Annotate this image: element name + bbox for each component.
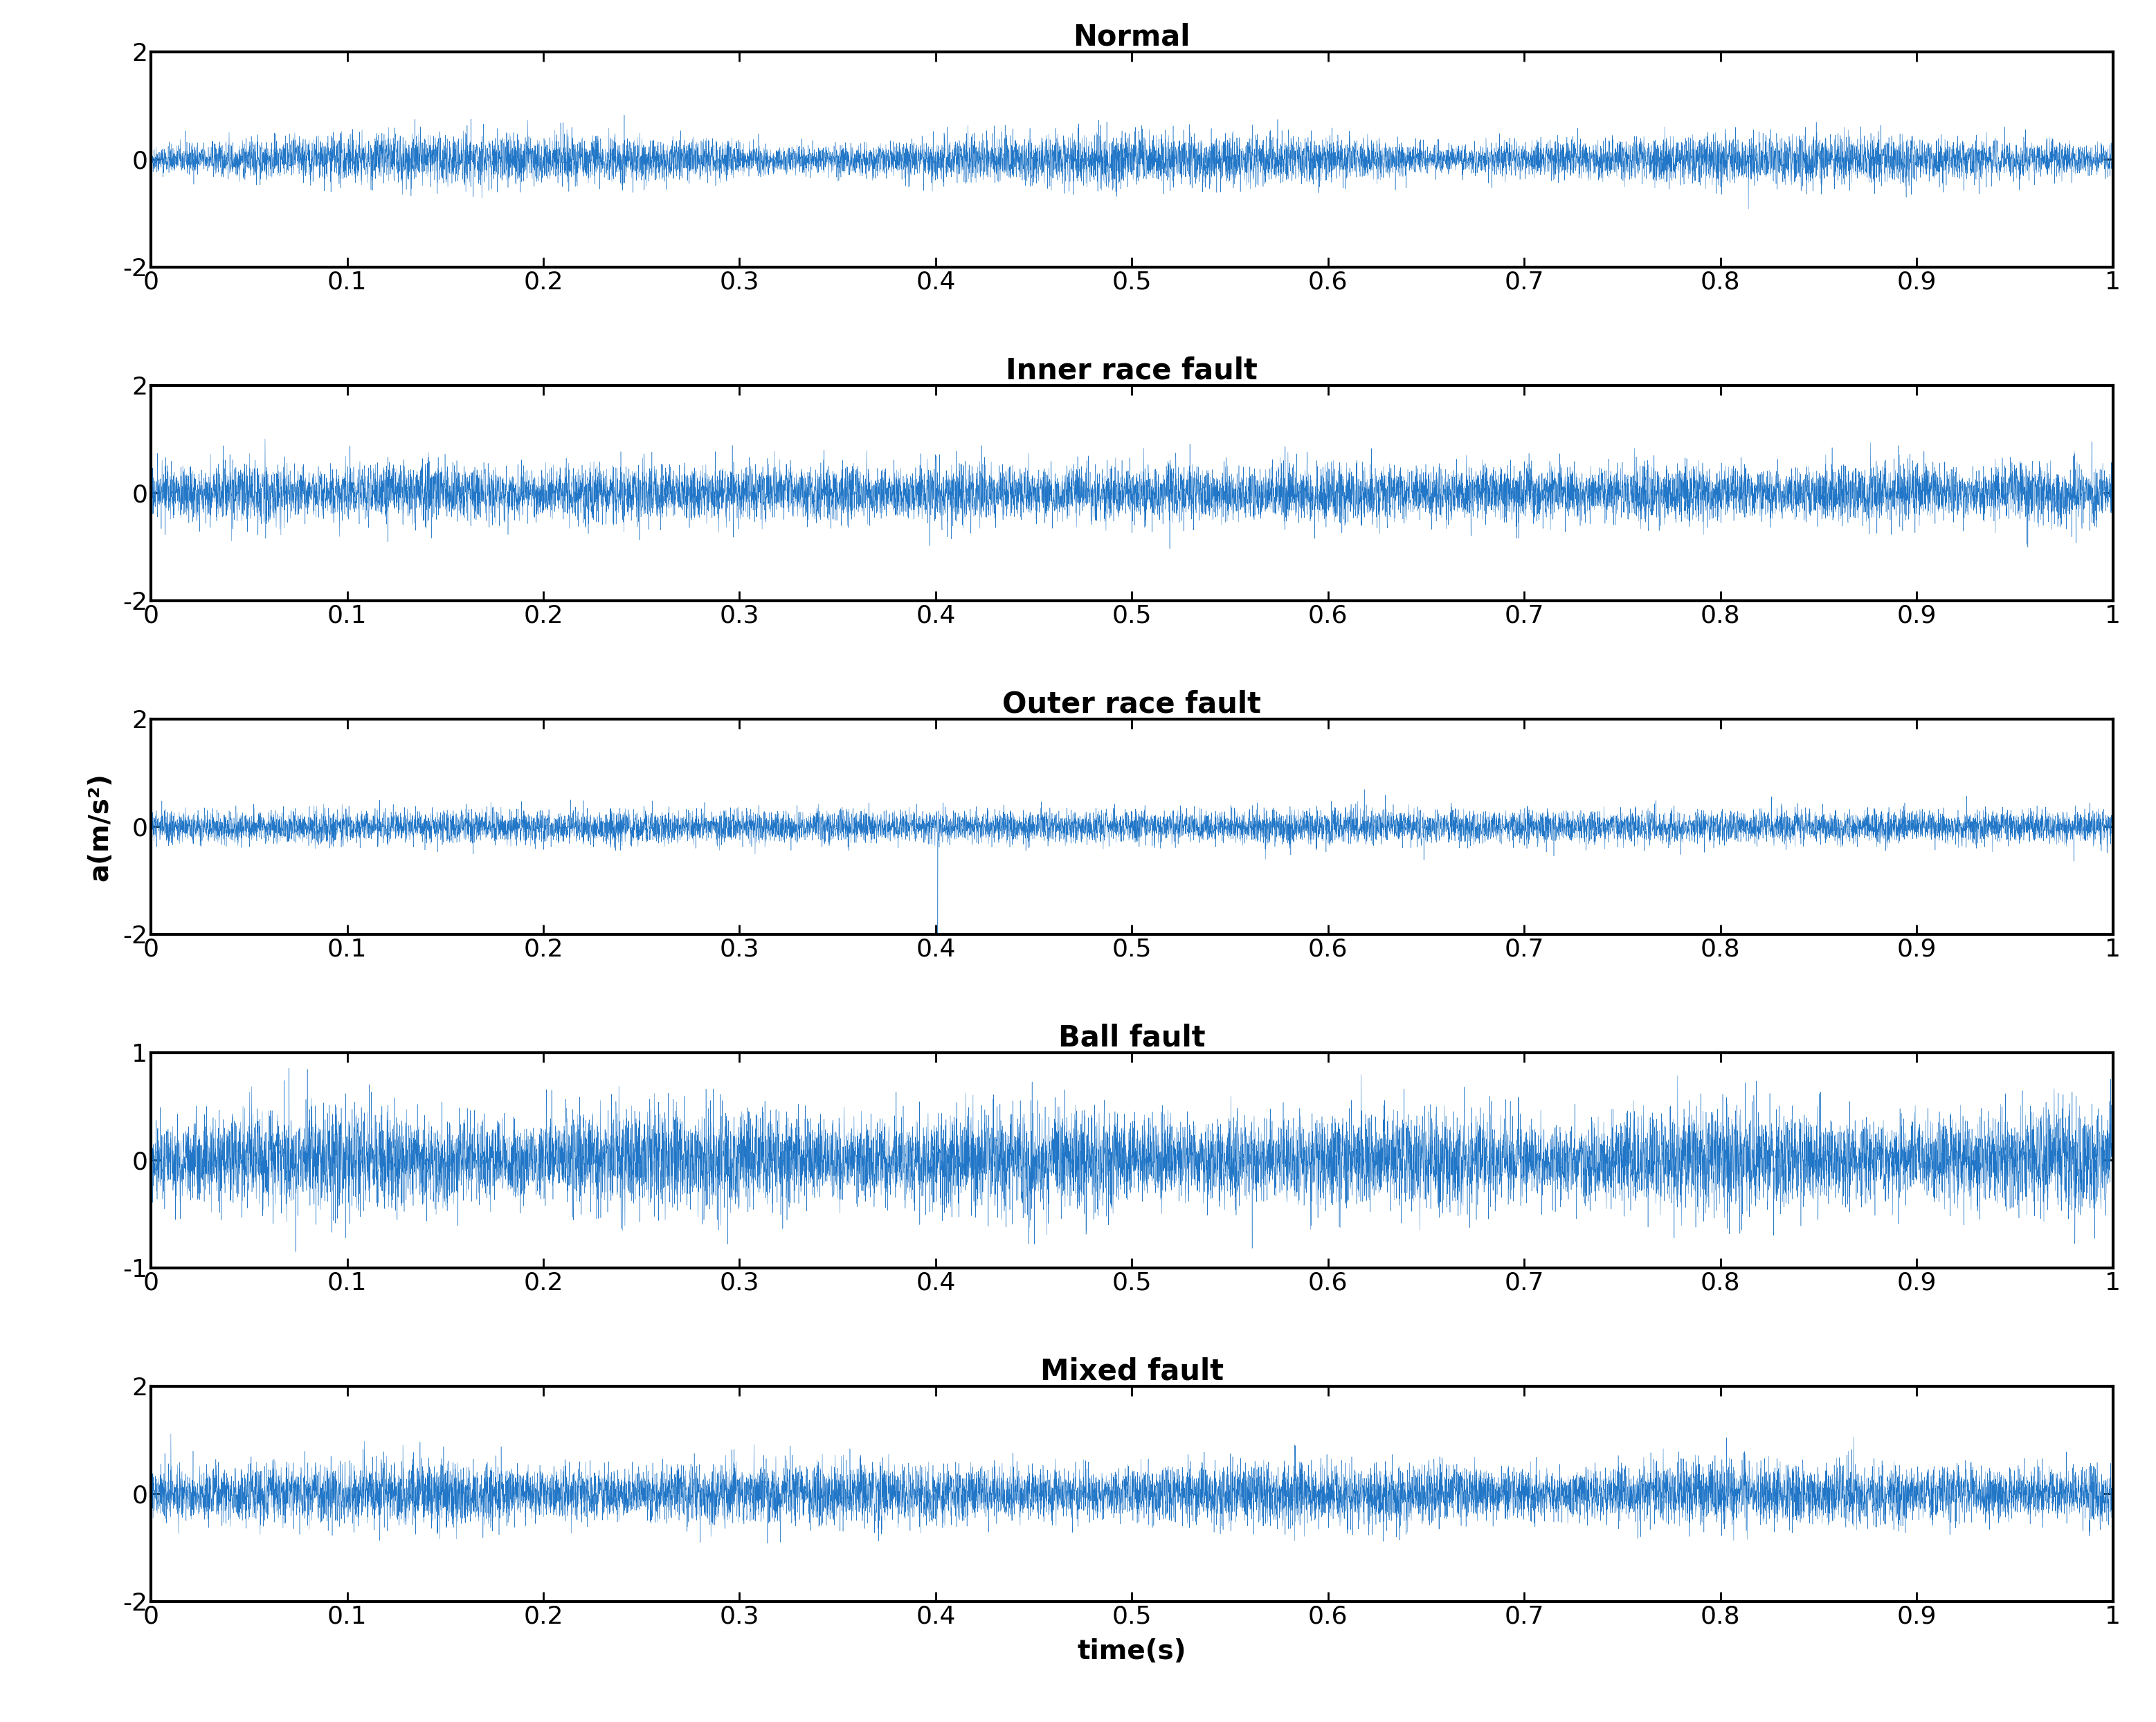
Title: Inner race fault: Inner race fault	[1007, 356, 1257, 386]
X-axis label: time(s): time(s)	[1078, 1638, 1186, 1663]
Title: Mixed fault: Mixed fault	[1039, 1357, 1225, 1386]
Title: Normal: Normal	[1074, 22, 1190, 52]
Title: Ball fault: Ball fault	[1059, 1023, 1205, 1052]
Title: Outer race fault: Outer race fault	[1003, 691, 1261, 720]
Y-axis label: a(m/s²): a(m/s²)	[86, 771, 112, 882]
